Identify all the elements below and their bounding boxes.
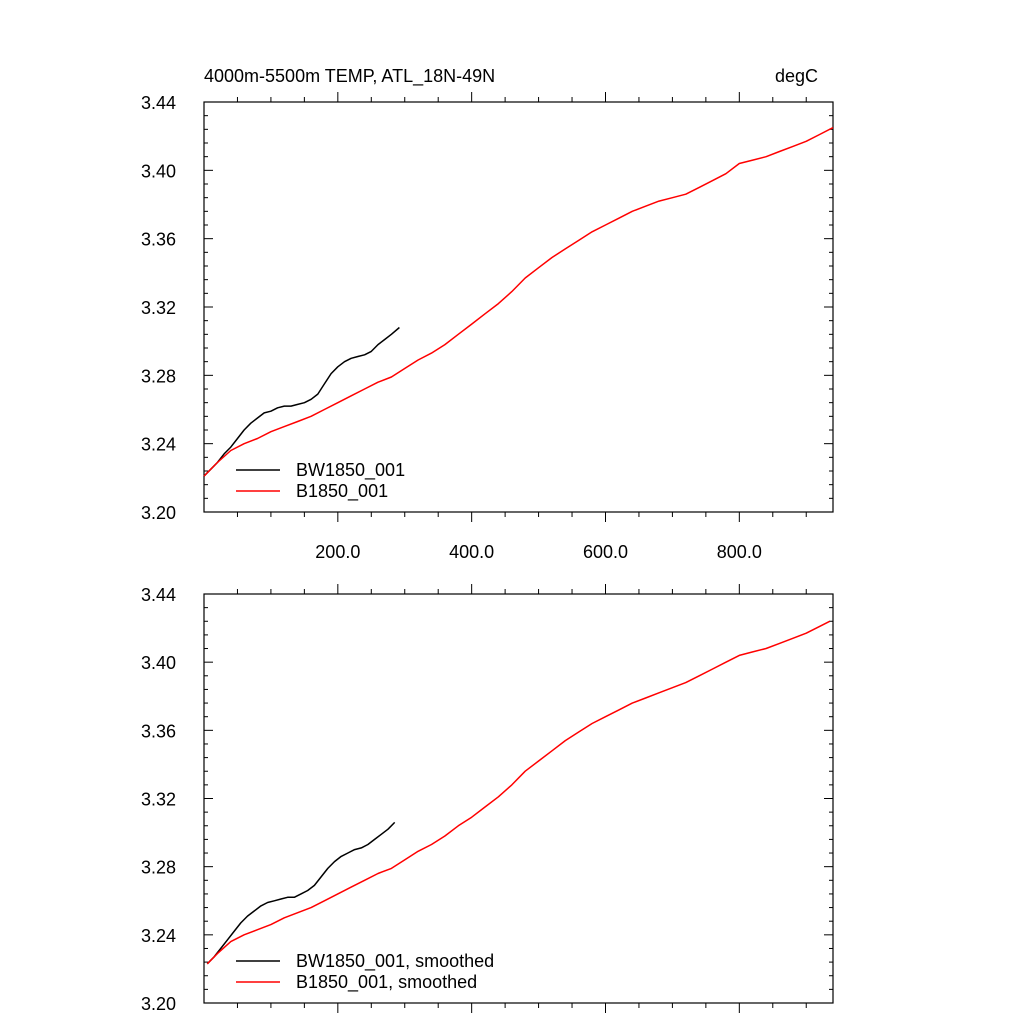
panel-1-y-tick-label: 3.20 [141, 503, 176, 523]
panel-2-series-line-1 [206, 821, 396, 965]
panel-2-y-tick-label: 3.36 [141, 721, 176, 741]
panel-1-legend-label-1: BW1850_001 [296, 460, 405, 481]
panel-2-y-tick-label: 3.40 [141, 653, 176, 673]
chart-title: 4000m-5500m TEMP, ATL_18N-49N [204, 66, 495, 87]
panel-1-y-tick-label: 3.28 [141, 366, 176, 386]
panel-2-y-tick-label: 3.28 [141, 858, 176, 878]
panel-1-legend-label-2: B1850_001 [296, 481, 388, 502]
panel-1-x-tick-label: 200.0 [315, 542, 360, 562]
panel-1-x-tick-label: 600.0 [583, 542, 628, 562]
panel-1-y-tick-label: 3.32 [141, 298, 176, 318]
panel-2-y-tick-label: 3.24 [141, 926, 176, 946]
panel-2-legend-label-2: B1850_001, smoothed [296, 972, 477, 993]
panel-1-series-line-1 [203, 326, 400, 477]
panel-2-y-tick-label: 3.32 [141, 790, 176, 810]
panel-2-series-line-2 [206, 620, 831, 965]
panel-2-legend-label-1: BW1850_001, smoothed [296, 951, 494, 972]
panel-1-y-tick-label: 3.24 [141, 435, 176, 455]
panel-1-y-tick-label: 3.44 [141, 93, 176, 113]
panel-2-y-tick-label: 3.44 [141, 585, 176, 605]
panel-2-y-tick-label: 3.20 [141, 994, 176, 1014]
panel-1-y-tick-label: 3.40 [141, 161, 176, 181]
chart-units: degC [775, 66, 818, 86]
panel-1-x-tick-label: 800.0 [717, 542, 762, 562]
panel-1-series-line-2 [203, 126, 834, 477]
panel-1-x-tick-label: 400.0 [449, 542, 494, 562]
panel-1-y-tick-label: 3.36 [141, 230, 176, 250]
